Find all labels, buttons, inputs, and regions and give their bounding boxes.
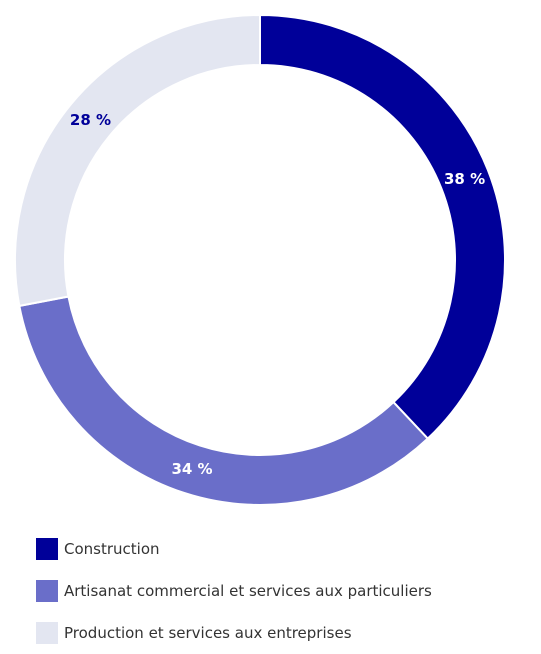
slice-production — [14, 13, 261, 308]
legend-label-artisanat: Artisanat commercial et services aux par… — [64, 582, 432, 600]
legend-item-artisanat: Artisanat commercial et services aux par… — [36, 570, 432, 612]
slice-artisanat — [18, 295, 430, 506]
legend-item-construction: Construction — [36, 528, 432, 570]
legend-swatch-production — [36, 622, 58, 644]
legend: Construction Artisanat commercial et ser… — [36, 528, 432, 654]
donut-chart: 38 % 34 % 28 % — [14, 13, 506, 506]
slice-label-artisanat: 34 % — [171, 460, 212, 478]
legend-item-production: Production et services aux entreprises — [36, 612, 432, 654]
legend-swatch-construction — [36, 538, 58, 560]
legend-swatch-artisanat — [36, 580, 58, 602]
legend-label-production: Production et services aux entreprises — [64, 624, 352, 642]
slice-label-production: 28 % — [70, 111, 111, 129]
slice-construction — [259, 13, 506, 441]
legend-label-construction: Construction — [64, 540, 160, 558]
slice-label-construction: 38 % — [444, 170, 485, 188]
